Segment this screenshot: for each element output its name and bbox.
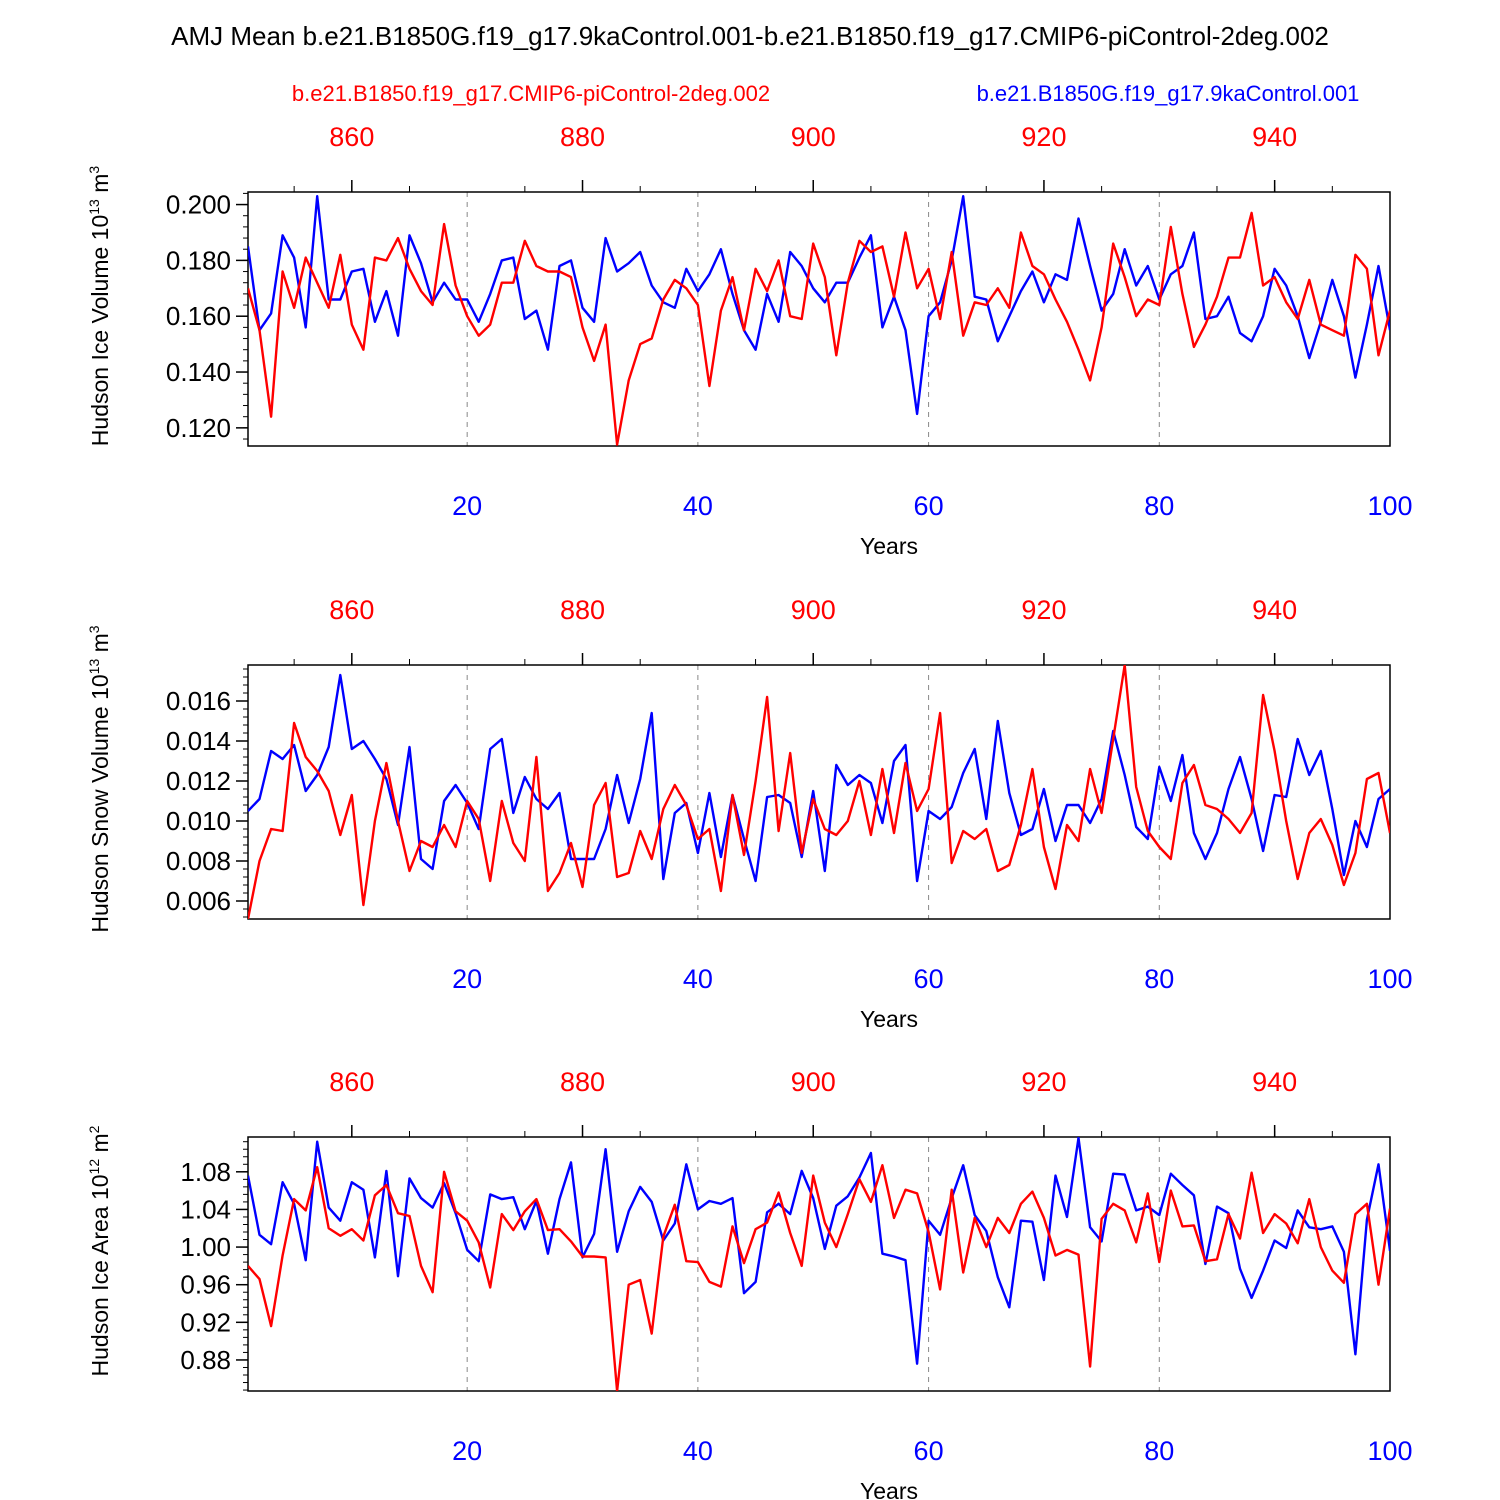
x-top-tick-label: 900 [791,595,836,625]
plot-frame [247,191,1391,447]
series-line-blue [248,673,1390,883]
x-bottom-tick-label: 80 [1144,491,1174,521]
x-bottom-tick-label: 20 [452,1436,482,1466]
y-axis-label-ylabel-unit: m [87,633,113,659]
x-bottom-tick-label: 20 [452,491,482,521]
x-bottom-tick-label: 60 [914,1436,944,1466]
y-axis-label-ylabel-unit-exp: 3 [86,625,102,633]
y-tick-label: 0.92 [180,1307,231,1337]
y-tick-label: 0.012 [166,766,231,796]
x-top-tick-label: 880 [560,122,605,152]
y-tick-label: 0.016 [166,686,231,716]
y-axis-label-ylabel: Hudson Ice Area 10 [87,1174,113,1376]
y-tick-label: 1.00 [180,1232,231,1262]
plot-frame [247,1136,1391,1392]
x-bottom-tick-label: 100 [1367,964,1412,994]
y-axis-label-ylabel-exp: 12 [86,1159,102,1175]
y-tick-label: 0.006 [166,886,231,916]
y-axis-label: Hudson Snow Volume 1013 m3 [86,625,113,932]
y-tick-label: 0.014 [166,726,231,756]
x-bottom-tick-label: 80 [1144,964,1174,994]
x-top-tick-label: 880 [560,1067,605,1097]
legend-blue-label: b.e21.B1850G.f19_g17.9kaControl.001 [977,81,1360,106]
x-bottom-tick-label: 40 [683,1436,713,1466]
y-tick-label: 1.08 [180,1157,231,1187]
legend-red-label: b.e21.B1850.f19_g17.CMIP6-piControl-2deg… [292,81,770,106]
x-bottom-tick-label: 60 [914,964,944,994]
series-line-blue [248,1137,1390,1365]
x-top-tick-label: 940 [1252,1067,1297,1097]
y-tick-label: 0.008 [166,846,231,876]
chart-panels: 0.120 0.140 0.160 0.180 0.200 860 880 900 920 940… [86,122,1413,1500]
x-top-tick-label: 880 [560,595,605,625]
series-line-red [248,1163,1390,1391]
x-axis-label: Years [860,1006,918,1032]
x-bottom-tick-label: 40 [683,964,713,994]
y-tick-label: 0.180 [166,245,231,275]
x-bottom-tick-label: 40 [683,491,713,521]
y-axis-label-ylabel-unit: m [87,1133,113,1159]
y-axis-label-ylabel-unit-exp: 2 [86,1125,102,1133]
x-top-tick-label: 860 [329,1067,374,1097]
y-axis-label-ylabel-unit: m [87,174,113,200]
y-tick-label: 0.200 [166,190,231,220]
x-bottom-tick-label: 100 [1367,1436,1412,1466]
x-bottom-tick-label: 60 [914,491,944,521]
x-top-tick-label: 860 [329,595,374,625]
y-tick-label: 0.160 [166,301,231,331]
x-top-tick-label: 900 [791,122,836,152]
x-top-tick-label: 940 [1252,122,1297,152]
series-line-red [248,665,1390,919]
y-tick-label: 0.88 [180,1345,231,1375]
y-axis-label: Hudson Ice Volume 1013 m3 [86,166,113,447]
panel-1: 0.120 0.140 0.160 0.180 0.200 860 880 900 920 940… [86,122,1413,559]
y-tick-label: 0.010 [166,806,231,836]
panel-3: 0.88 0.92 0.96 1.00 1.04 1.08 860 880 900 920 940 2… [86,1067,1413,1500]
x-top-tick-label: 920 [1021,1067,1066,1097]
x-top-tick-label: 920 [1021,122,1066,152]
series-line-blue [248,194,1390,416]
x-top-tick-label: 860 [329,122,374,152]
x-top-tick-label: 940 [1252,595,1297,625]
y-axis-label-ylabel: Hudson Ice Volume 10 [87,215,113,446]
x-axis-label: Years [860,1478,918,1500]
x-top-tick-label: 900 [791,1067,836,1097]
chart-title: AMJ Mean b.e21.B1850G.f19_g17.9kaControl… [171,21,1329,51]
y-tick-label: 1.04 [180,1194,231,1224]
y-tick-label: 0.140 [166,357,231,387]
y-axis-label-ylabel: Hudson Snow Volume 10 [87,674,113,932]
x-bottom-tick-label: 100 [1367,491,1412,521]
y-axis-label-ylabel-unit-exp: 3 [86,166,102,174]
plot-frame [247,664,1391,920]
y-tick-label: 0.96 [180,1270,231,1300]
x-bottom-tick-label: 20 [452,964,482,994]
x-bottom-tick-label: 80 [1144,1436,1174,1466]
panel-2: 0.006 0.008 0.010 0.012 0.014 0.016 860 880 900 9… [86,595,1413,1032]
y-axis-label: Hudson Ice Area 1012 m2 [86,1125,113,1376]
y-axis-label-ylabel-exp: 13 [86,659,102,675]
y-tick-label: 0.120 [166,413,231,443]
x-top-tick-label: 920 [1021,595,1066,625]
x-axis-label: Years [860,533,918,559]
y-axis-label-ylabel-exp: 13 [86,199,102,215]
series-line-red [248,211,1390,446]
